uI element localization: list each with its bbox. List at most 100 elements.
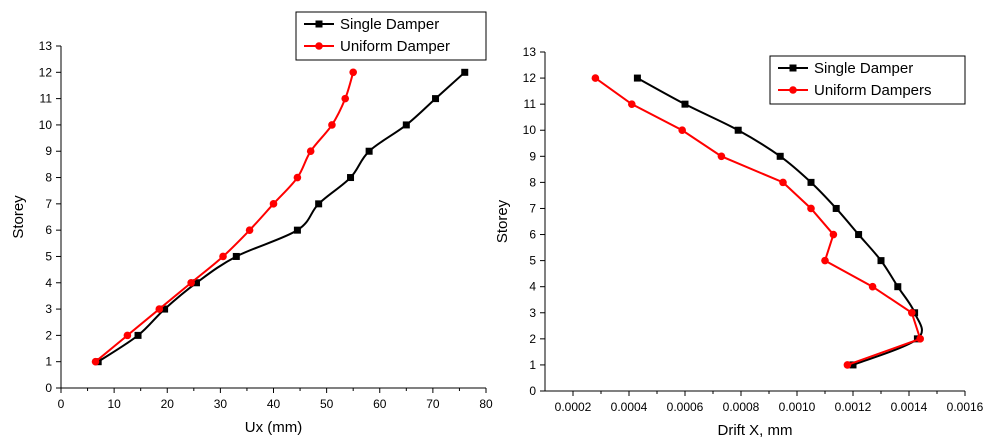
series-line — [94, 72, 355, 363]
data-point-circle — [779, 178, 787, 187]
data-point-square — [855, 231, 863, 239]
y-tick-label: 5 — [529, 254, 536, 268]
data-point-circle — [916, 335, 924, 343]
series-uniform-damper — [91, 68, 357, 366]
y-tick-label: 4 — [529, 280, 536, 294]
y-axis-label: Storey — [10, 195, 27, 239]
legend-swatch-marker — [315, 42, 323, 50]
data-point-circle — [341, 94, 350, 103]
data-point-circle — [123, 331, 132, 340]
data-point-circle — [155, 305, 164, 313]
y-tick-label: 6 — [529, 228, 536, 242]
y-tick-label: 10 — [39, 118, 53, 132]
y-tick-label: 12 — [39, 65, 53, 79]
data-point-square — [894, 283, 902, 291]
y-tick-label: 10 — [523, 123, 537, 137]
legend-label: Single Damper — [340, 16, 439, 33]
x-axis-label: Drift X, mm — [718, 422, 793, 439]
series-line — [97, 71, 466, 363]
y-tick-label: 3 — [45, 302, 52, 316]
y-tick-label: 2 — [45, 328, 52, 342]
data-point-square — [161, 305, 169, 313]
legend-label: Uniform Damper — [340, 38, 450, 55]
y-tick-label: 1 — [529, 358, 536, 372]
x-tick-label: 70 — [426, 397, 440, 411]
series-single-damper — [94, 68, 469, 366]
x-tick-label: 80 — [479, 397, 493, 411]
series-line — [594, 77, 922, 366]
y-tick-label: 0 — [529, 384, 536, 398]
series-uniform-dampers — [591, 74, 924, 369]
legend-box — [769, 55, 966, 105]
x-tick-label: 0.0008 — [723, 400, 760, 414]
data-point-square — [681, 100, 689, 108]
data-point-circle — [245, 226, 254, 234]
y-tick-label: 4 — [45, 276, 52, 290]
y-tick-label: 13 — [523, 45, 537, 59]
y-tick-label: 9 — [45, 144, 52, 158]
data-point-circle — [293, 173, 302, 182]
y-tick-label: 2 — [529, 332, 536, 346]
x-tick-label: 0.0010 — [779, 400, 816, 414]
data-point-square — [734, 126, 742, 134]
series-single-damper — [633, 74, 923, 369]
chart-storey-drift: 0.0002 0.0004 0.0006 0.0008 0.0010 0.0012 0.00… — [494, 45, 984, 439]
data-point-square — [192, 279, 200, 287]
legend-swatch-marker — [789, 86, 797, 94]
x-tick-label: 10 — [107, 397, 121, 411]
x-tick-label: 0.0014 — [891, 400, 928, 414]
y-tick-label: 3 — [529, 306, 536, 320]
data-point-circle — [628, 100, 636, 108]
data-point-circle — [328, 121, 336, 129]
data-point-circle — [591, 74, 600, 82]
data-point-square — [347, 174, 355, 182]
y-tick-label: 5 — [45, 249, 52, 263]
data-point-square — [402, 121, 410, 129]
y-tick-label: 1 — [45, 355, 52, 369]
data-point-circle — [91, 357, 100, 366]
data-point-square — [315, 200, 323, 208]
data-point-circle — [908, 308, 916, 317]
x-tick-label: 30 — [214, 397, 228, 411]
legend-label: Single Damper — [814, 60, 913, 77]
data-point-circle — [187, 278, 195, 287]
y-tick-label: 11 — [524, 97, 537, 111]
y-tick-label: 11 — [40, 92, 53, 106]
legend-swatch-marker — [315, 20, 323, 28]
x-tick-label: 20 — [161, 397, 175, 411]
data-point-square — [293, 226, 301, 234]
data-point-square — [633, 74, 641, 82]
data-point-square — [232, 252, 240, 260]
data-point-circle — [219, 252, 227, 261]
x-tick-label: 0.0002 — [555, 400, 592, 414]
data-point-circle — [678, 126, 686, 135]
data-point-circle — [868, 282, 877, 291]
x-tick-label: 0.0016 — [947, 400, 984, 414]
data-point-square — [807, 178, 815, 186]
data-point-circle — [807, 204, 815, 213]
x-tick-label: 50 — [320, 397, 334, 411]
data-point-circle — [843, 361, 852, 369]
data-point-square — [365, 147, 373, 155]
x-axis-label: Ux (mm) — [245, 419, 302, 436]
y-tick-label: 9 — [529, 149, 536, 163]
y-tick-label: 6 — [45, 223, 52, 237]
data-point-circle — [717, 152, 726, 161]
data-point-square — [432, 95, 440, 103]
legend-swatch-marker — [789, 64, 797, 72]
legend: Single Damper Uniform Dampers — [769, 55, 966, 105]
x-tick-label: 40 — [267, 397, 281, 411]
y-tick-label: 13 — [39, 39, 53, 53]
data-point-square — [776, 152, 784, 160]
legend-label: Uniform Dampers — [814, 82, 932, 99]
legend-box — [295, 11, 487, 61]
data-point-square — [877, 257, 885, 265]
data-point-square — [134, 331, 142, 339]
x-tick-label: 0.0006 — [667, 400, 704, 414]
legend: Single Damper Uniform Damper — [295, 11, 487, 61]
x-tick-label: 0.0004 — [611, 400, 648, 414]
data-point-square — [832, 204, 840, 212]
y-tick-label: 8 — [45, 171, 52, 185]
data-point-circle — [349, 68, 357, 77]
